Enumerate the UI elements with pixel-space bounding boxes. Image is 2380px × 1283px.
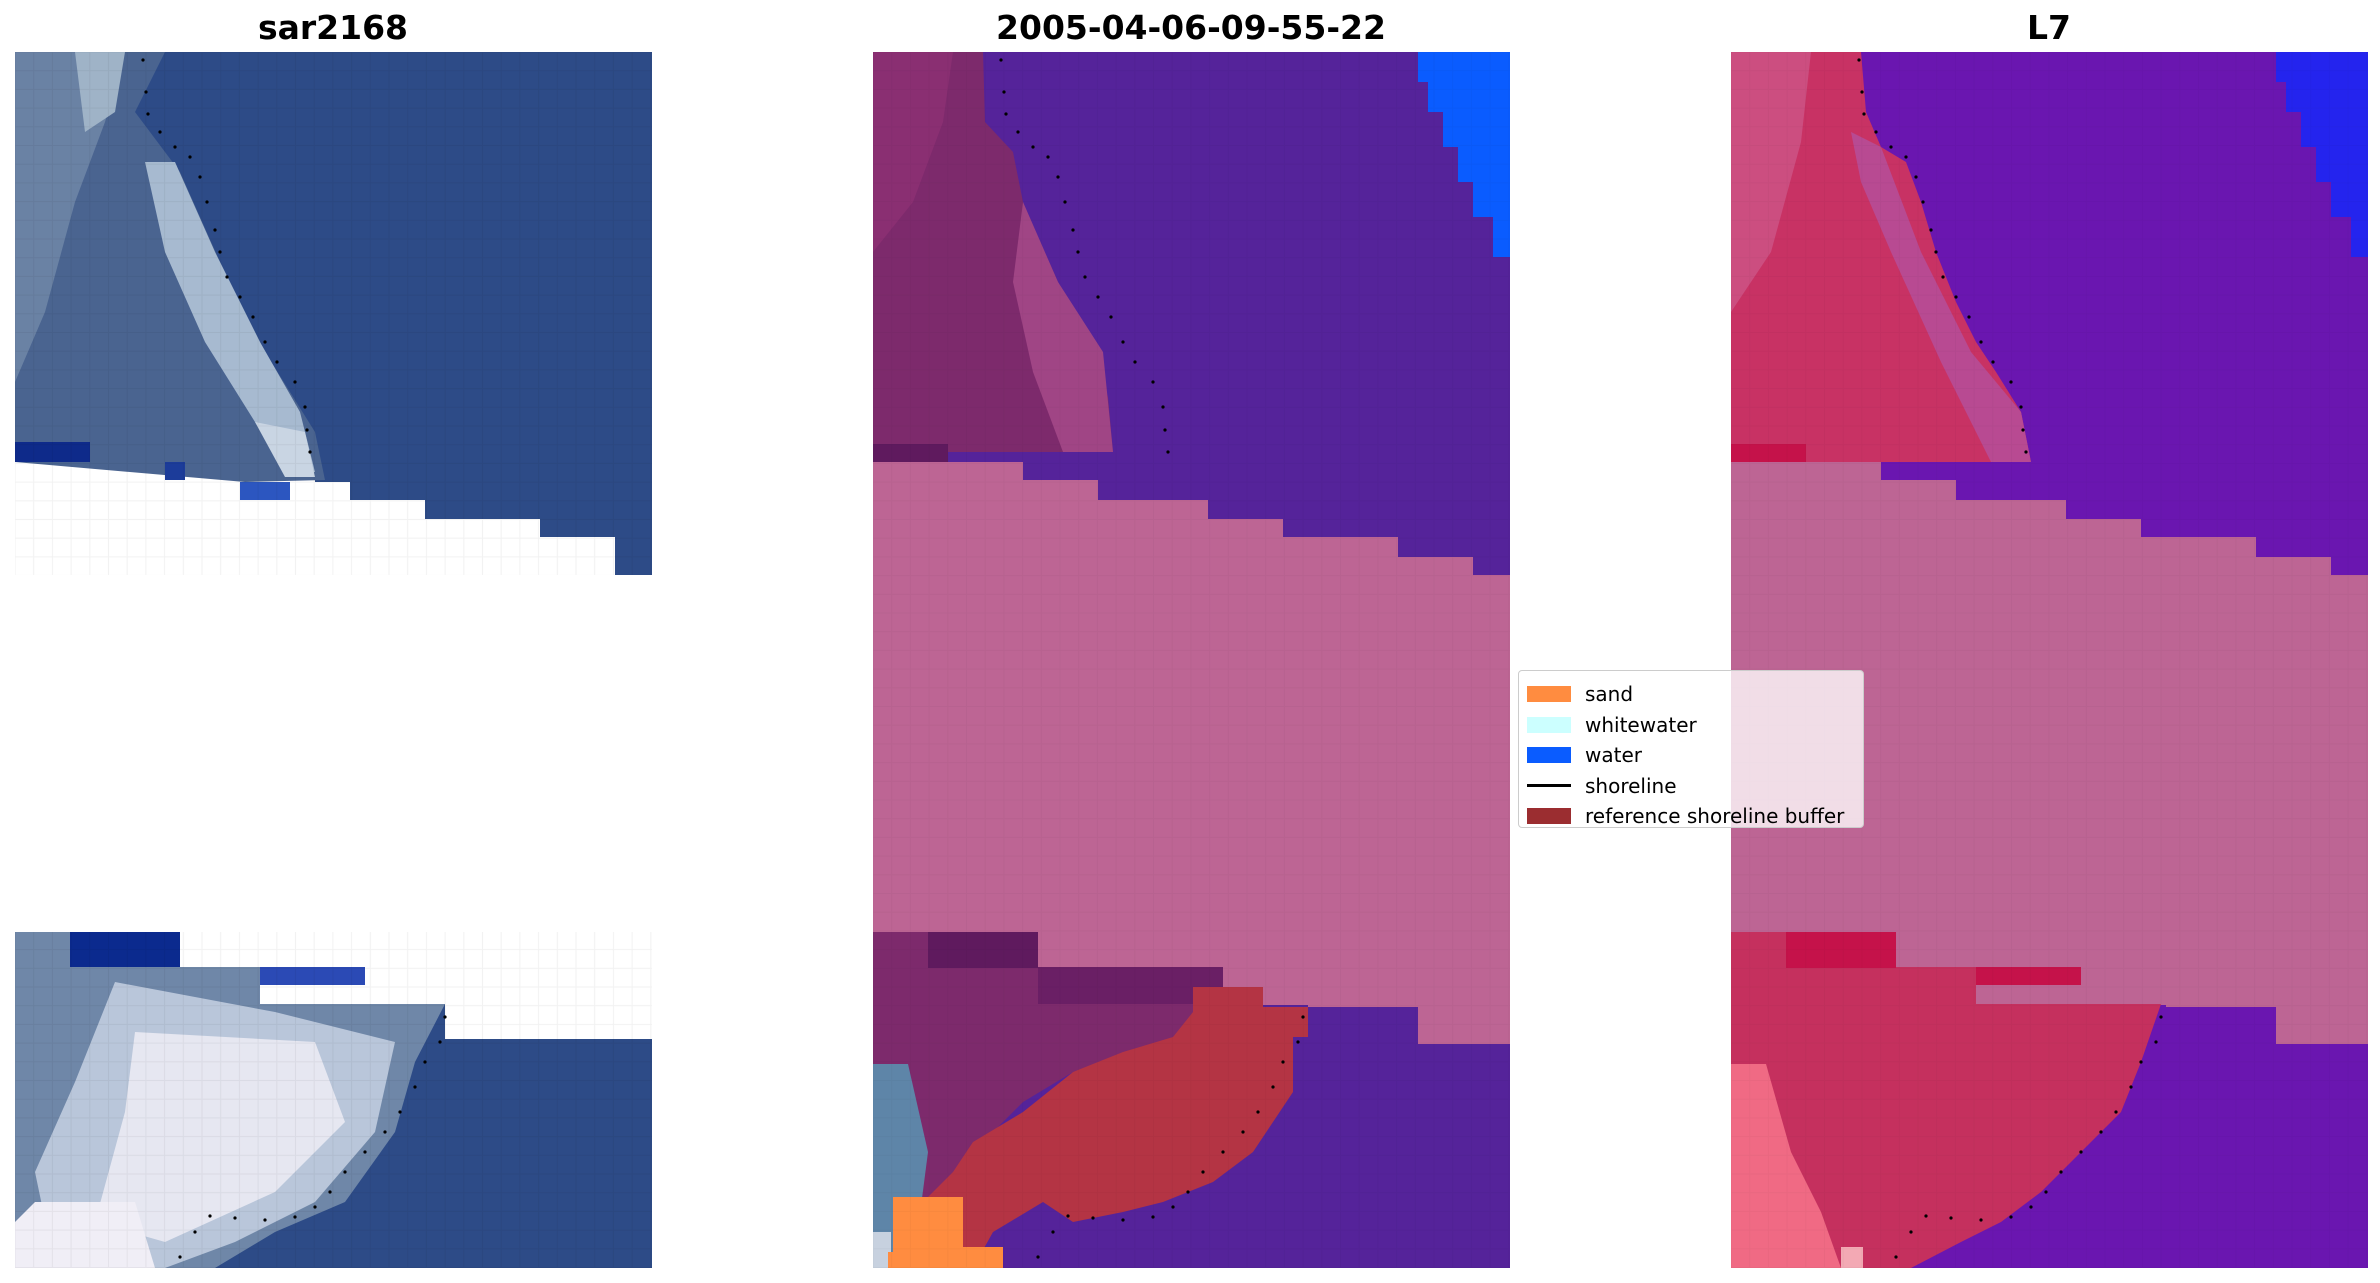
- buffer-swatch: [1527, 808, 1571, 825]
- index-panel: [1731, 52, 2368, 1268]
- rgb-image-panel: [15, 52, 652, 1268]
- whitewater-swatch: [1527, 716, 1571, 733]
- panel-title-classification: 2005-04-06-09-55-22: [996, 8, 1386, 47]
- legend-item-buffer: reference shoreline buffer: [1527, 801, 1863, 832]
- panel-title-index: L7: [2027, 8, 2071, 47]
- sand-swatch: [1527, 686, 1571, 703]
- legend-label: reference shoreline buffer: [1585, 804, 1845, 829]
- legend-item-sand: sand: [1527, 679, 1863, 710]
- water-swatch: [1527, 747, 1571, 764]
- rgb-shoreline: [141, 58, 447, 1259]
- index-shoreline: [1857, 58, 2163, 1259]
- legend-label: sand: [1585, 682, 1634, 707]
- legend-label: shoreline: [1585, 773, 1677, 798]
- legend-label: whitewater: [1585, 712, 1697, 737]
- legend-label: water: [1585, 743, 1642, 768]
- classification-shoreline: [999, 58, 1305, 1259]
- legend-item-whitewater: whitewater: [1527, 710, 1863, 741]
- panel-title-rgb: sar2168: [257, 8, 409, 47]
- legend-item-shoreline: shoreline: [1527, 771, 1863, 802]
- shoreline-line-swatch: [1527, 784, 1571, 788]
- legend-item-water: water: [1527, 740, 1863, 771]
- legend: sand whitewater water shoreline referenc…: [1518, 670, 1864, 828]
- classification-panel: [873, 52, 1510, 1268]
